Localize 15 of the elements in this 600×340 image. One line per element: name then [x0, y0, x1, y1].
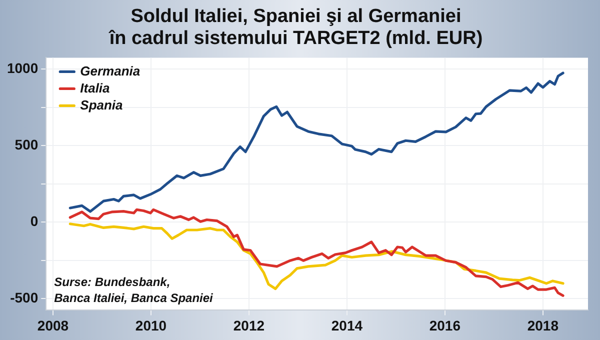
legend-label: Germania — [80, 63, 140, 78]
annotation: Surse: Bundesbank, Banca Italiei, Banca Spaniei — [54, 275, 214, 306]
y-tick-label: 0 — [30, 213, 38, 230]
x-tick-label: 2018 — [527, 317, 559, 334]
x-tick-label: 2016 — [429, 317, 461, 334]
y-tick-label: 500 — [14, 136, 38, 153]
x-tick-label: 2012 — [233, 317, 265, 334]
x-tick-label: 2010 — [135, 317, 167, 334]
y-tick-label: -500 — [10, 290, 38, 306]
legend-label: Spania — [80, 97, 123, 112]
y-tick-label: 1000 — [6, 60, 38, 76]
x-tick-label: 2008 — [37, 317, 69, 334]
x-tick-label: 2014 — [331, 317, 363, 334]
legend-label: Italia — [80, 80, 110, 96]
chart-title: Soldul Italiei, Spaniei şi al Germaniei în cadrul sistemului TARGET2 (mld. EUR) — [108, 6, 483, 50]
